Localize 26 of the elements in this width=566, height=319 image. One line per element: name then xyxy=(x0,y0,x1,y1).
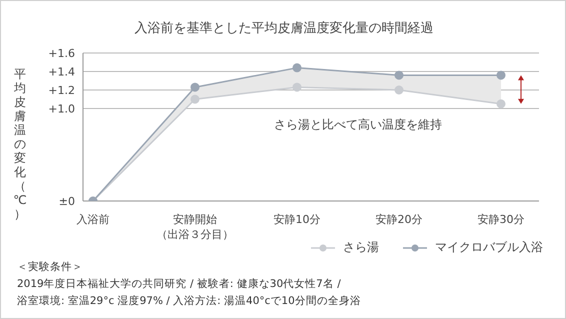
y-tick-label: +1.0 xyxy=(48,102,75,116)
point xyxy=(394,86,404,94)
y-tick-label: +1.6 xyxy=(48,46,75,60)
x-tick-label: 安静30分 xyxy=(478,213,524,226)
chart-title: 入浴前を基準とした平均皮膚温度変化量の時間経過 xyxy=(134,20,434,37)
x-tick-label: 安静10分 xyxy=(274,213,320,226)
x-tick-label: 安静20分 xyxy=(376,213,422,226)
point xyxy=(496,70,506,80)
point xyxy=(292,63,302,72)
point xyxy=(394,70,404,80)
text: 2019年度日本福祉大学の共同研究 / 被験者: 健康な30代女性7名 / xyxy=(17,277,342,292)
legend-label: マイクロバブル入浴 xyxy=(435,239,543,256)
legend-label: さら湯 xyxy=(343,239,379,256)
point xyxy=(190,94,200,104)
text: 浴室環境: 室温29°c 湿度97% / 入浴方法: 湯温40°cで10分間の全身浴 xyxy=(17,294,361,309)
text: ＜実験条件＞ xyxy=(17,260,84,275)
point xyxy=(190,82,200,92)
y-tick-label: ±0 xyxy=(58,194,75,208)
point xyxy=(292,82,302,92)
annotation: さら湯と比べて高い温度を維持 xyxy=(274,118,442,132)
x-tick-label: 入浴前 xyxy=(76,213,110,226)
x-tick-label: 安静開始（出浴３分目） xyxy=(156,213,234,241)
y-tick-label: +1.4 xyxy=(48,65,75,78)
text: 平均皮膚温の変化（℃） xyxy=(13,67,27,221)
point xyxy=(496,99,506,108)
y-tick-label: +1.2 xyxy=(48,84,75,97)
